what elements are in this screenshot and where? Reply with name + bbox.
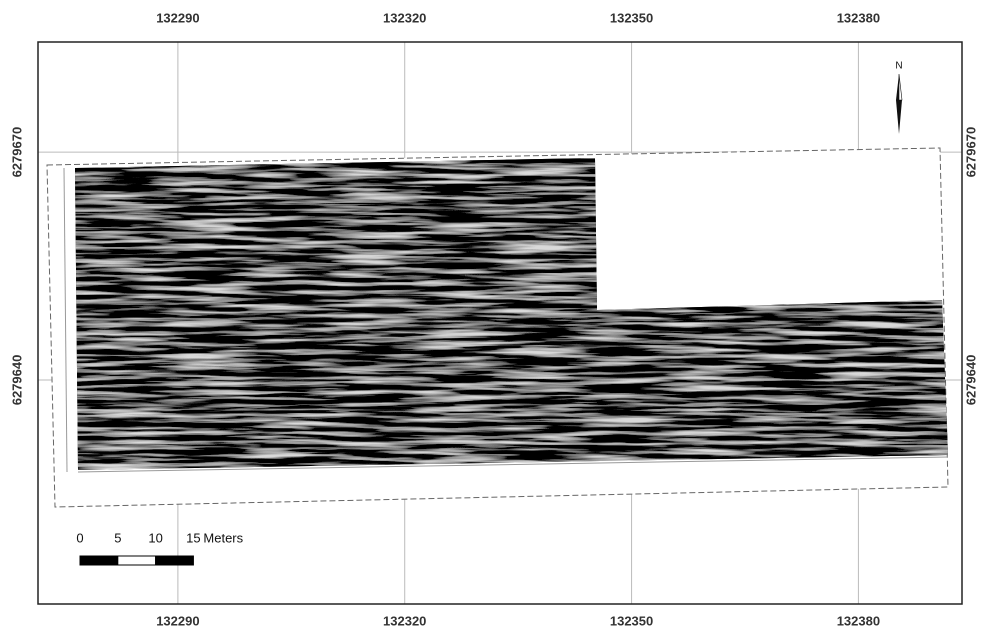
scale-segment <box>79 555 119 566</box>
scale-label: 0 <box>76 530 83 545</box>
x-tick-label: 132350 <box>610 613 653 628</box>
scale-bar: 0 5 10 15 Meters <box>76 530 244 566</box>
y-tick-label: 6279640 <box>963 355 978 406</box>
north-label: N <box>895 61 902 72</box>
scale-label: 10 <box>148 530 162 545</box>
map-frame <box>37 41 963 605</box>
scale-label: 5 <box>114 530 121 545</box>
y-tick-label: 6279670 <box>963 127 978 178</box>
scale-label: 15 <box>186 530 200 545</box>
x-tick-label: 132290 <box>156 10 199 25</box>
north-arrow: N <box>895 61 903 134</box>
scale-segment <box>117 555 157 566</box>
x-tick-label: 132320 <box>383 10 426 25</box>
profile-axis <box>63 167 68 473</box>
x-tick-label: 132380 <box>837 10 880 25</box>
y-tick-label: 6279640 <box>9 355 24 406</box>
scale-unit: Meters <box>203 530 243 545</box>
x-tick-label: 132350 <box>610 10 653 25</box>
scale-segment <box>155 555 194 566</box>
y-tick-label: 6279670 <box>9 127 24 178</box>
x-tick-label: 132380 <box>837 613 880 628</box>
x-tick-label: 132320 <box>383 613 426 628</box>
x-tick-label: 132290 <box>156 613 199 628</box>
profile-axis <box>77 456 949 473</box>
